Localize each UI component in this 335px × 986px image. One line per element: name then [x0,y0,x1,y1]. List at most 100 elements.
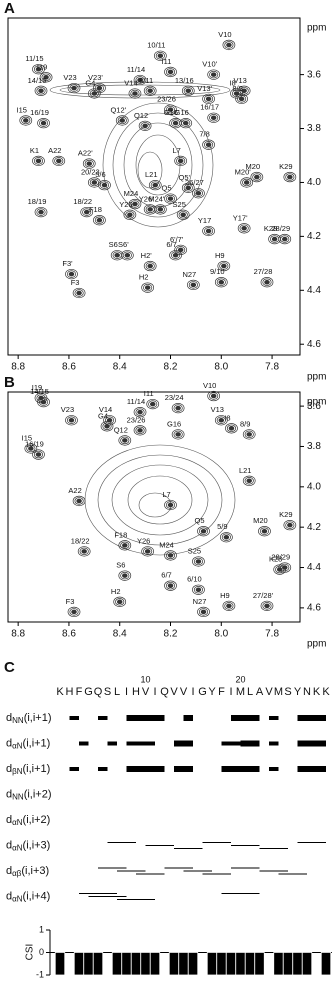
contour-ring [125,211,135,219]
residue: H [66,686,74,698]
contour-ring [155,52,165,60]
peak [118,540,132,551]
contour-ring [164,550,177,561]
residue: N [303,686,311,698]
contour-ring [141,282,155,293]
contour-ring [165,551,176,560]
peak-label: 14/15 [28,76,47,85]
residue: M [274,686,283,698]
peak [207,112,221,123]
row-subscript: αN [12,818,23,827]
y-tick-label: 3.8 [307,441,321,452]
residue: G [198,686,207,698]
peak [133,407,147,418]
contour-ring [216,278,226,286]
row-label: dαN(i,i+4) [6,890,50,903]
contour-ring [165,68,176,76]
contour-ring [209,114,219,122]
contour-ring [167,502,174,508]
contour-ring [93,82,106,94]
peak [240,177,254,188]
contour-ring [65,415,78,426]
contour-ring [240,177,254,188]
contour-ring [132,201,138,207]
row-suffix: (i,i+2) [23,814,51,826]
contour-ring [100,421,114,432]
x-tick-label: 7.8 [265,362,279,373]
peak [115,115,129,126]
contour-ring [176,209,190,220]
contour-ring [96,85,103,91]
peak-label: 13/16 [175,76,194,85]
contour-ring [33,157,44,165]
noe-bar [126,715,165,721]
contour-ring [153,204,167,215]
x-tick-label: 8.2 [164,362,178,373]
contour-ring [258,526,271,537]
peak-label: V10 [203,381,216,390]
contour-ring [216,416,226,424]
contour-ring [207,112,221,123]
x-tick-label: 8.0 [214,629,228,640]
contour-ring [283,171,297,183]
peak-label: 8/9 [240,419,250,428]
contour-ring [91,91,98,96]
residue: S [104,686,111,698]
contour-ring [19,115,33,126]
contour-ring [38,88,44,94]
peak-label: 27/28 [254,267,273,276]
peak-label: 18/19 [28,197,47,206]
contour-ring [165,581,176,590]
peak [65,268,78,280]
peak-label: F3' [62,259,73,268]
peak-label: 14/15 [30,387,49,396]
peak-label: H2' [141,251,153,260]
peak [19,115,33,126]
contour-ring [144,549,151,554]
contour-ring [226,42,232,48]
y-tick-label: 4.2 [307,522,321,533]
peak [214,415,228,426]
peak-label: H2 [139,273,149,282]
contour-ring [23,118,29,123]
noe-bar [221,766,260,772]
contour-ring [200,528,207,534]
peak-label: K28 [269,555,282,564]
contour-ring [67,82,81,94]
peak-label: Y17' [233,213,248,222]
peak [176,209,190,220]
contour-ring [52,155,66,167]
contour-ring [173,430,183,439]
noe-bar [126,766,165,772]
peak-label: H9 [215,251,225,260]
peak-label: V10' [202,60,217,69]
contour-ring [214,415,228,426]
contour-ring [120,541,130,550]
contour-ring [175,405,181,411]
peak-label: 7/8 [199,130,209,139]
peak-label: I8 [224,413,230,422]
residue: L [247,686,253,698]
noe-bar [269,741,279,746]
contour-ring [143,260,157,272]
contour-ring [82,158,96,169]
contour-ring [165,105,176,114]
x-tick-label: 8.8 [11,362,25,373]
contour-ring [271,236,278,242]
peak-label: S25 [188,546,201,555]
contour-ring [197,526,210,537]
contour-ring [40,399,47,405]
peak-label: G16 [167,419,181,428]
row-subscript: αN [12,844,23,853]
noe-bar [269,716,279,720]
contour-ring [210,393,217,399]
peak-label: G4 [85,78,95,87]
contour-ring [40,120,47,126]
peak-label: L21 [145,170,158,179]
peak-label: 6'/7' [170,235,184,244]
contour-ring [204,141,214,149]
x-tick-label: 8.4 [113,629,127,640]
peak-label: V14 [124,78,137,87]
contour-ring [195,559,202,564]
contour-ring [69,84,79,92]
